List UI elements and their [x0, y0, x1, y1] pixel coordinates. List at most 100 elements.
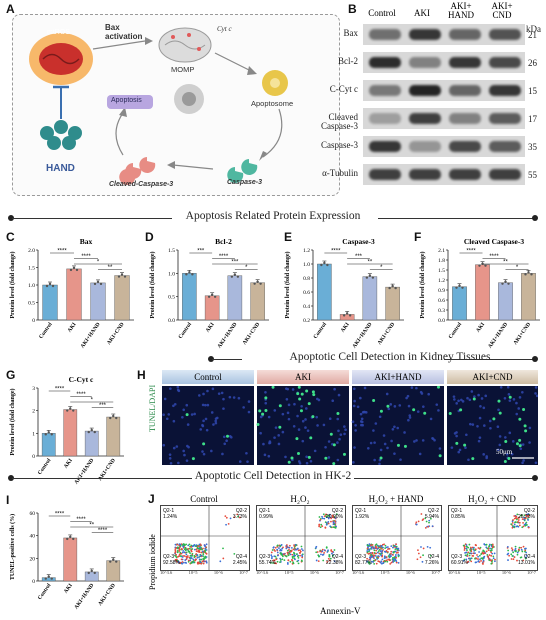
wb-label-5: α-Tubulin: [322, 168, 358, 178]
chart-e-caspase3: Caspase-3 Protein level (fold change) 0.2 0…: [284, 237, 404, 349]
flow-event: [327, 557, 330, 560]
flow-event: [292, 548, 295, 551]
flow-title-3: H₂O₂ + CND: [468, 494, 516, 504]
flow-event: [321, 515, 323, 518]
flow-event: [492, 557, 495, 560]
flow-event: [319, 518, 322, 521]
momp-label: MOMP: [171, 65, 195, 74]
flow-event: [276, 548, 279, 551]
dapi-nucleus: [469, 422, 472, 426]
flow-event: [463, 549, 466, 551]
dapi-nucleus: [186, 444, 189, 448]
flow-event: [331, 554, 334, 557]
tunel-positive-cell: [438, 454, 442, 458]
flow-event: [324, 526, 327, 529]
flow-event: [317, 560, 320, 563]
dapi-nucleus: [498, 443, 502, 447]
data-point: [117, 275, 121, 278]
x-tick-label: Control: [313, 321, 329, 340]
dapi-nucleus: [281, 430, 285, 434]
significance-label: ***: [231, 260, 239, 266]
flow-event: [225, 523, 227, 526]
tunel-positive-cell: [396, 443, 400, 447]
flow-event: [520, 546, 523, 549]
panel-label-b: B: [348, 2, 357, 16]
flow-event: [392, 561, 394, 563]
flow-event: [205, 543, 208, 546]
tunel-positive-cell: [379, 409, 383, 413]
wb-band: [409, 169, 441, 180]
dapi-nucleus: [217, 392, 221, 395]
flow-event: [392, 556, 394, 559]
flow-event: [523, 514, 526, 517]
dapi-nucleus: [264, 401, 268, 405]
x-tick-label: AKI+HAND: [487, 322, 509, 350]
flow-event: [377, 560, 380, 563]
flow-event: [219, 560, 222, 563]
flow-event: [380, 544, 383, 547]
flow-event: [477, 558, 479, 560]
flow-event: [204, 551, 207, 553]
flow-event: [524, 517, 527, 520]
flow-event: [417, 520, 420, 523]
x-tick-label: AKI: [340, 322, 351, 334]
flow-event: [422, 554, 424, 557]
flow-event: [276, 560, 279, 563]
dapi-nucleus: [461, 400, 465, 403]
flow-event: [182, 561, 185, 564]
flow-event: [394, 548, 397, 551]
flow-event: [180, 558, 183, 561]
flow-event: [273, 555, 276, 558]
flow-event: [299, 549, 301, 552]
dapi-nucleus: [510, 452, 514, 456]
flow-event: [480, 560, 482, 562]
flow-event: [465, 544, 468, 546]
dapi-nucleus: [369, 441, 373, 445]
dapi-nucleus: [291, 388, 295, 391]
tunel-positive-cell: [278, 425, 282, 429]
flow-event: [395, 561, 398, 564]
tunel-positive-cell: [448, 411, 452, 415]
tunel-positive-cell: [412, 408, 416, 412]
flow-event: [514, 521, 517, 523]
flow-event: [390, 550, 393, 553]
flow-event: [516, 513, 519, 516]
dapi-nucleus: [390, 439, 393, 443]
flow-event: [200, 551, 203, 554]
flow-event: [175, 560, 178, 563]
flow-event: [179, 562, 181, 565]
dapi-nucleus: [482, 453, 485, 456]
dapi-nucleus: [393, 425, 396, 429]
dapi-nucleus: [408, 416, 412, 419]
flow-event: [290, 549, 293, 552]
y-tick-label: 1.8: [438, 258, 445, 264]
flow-event: [180, 555, 182, 557]
tunel-positive-cell: [423, 411, 427, 415]
flow-event: [422, 547, 425, 550]
flow-event: [174, 551, 177, 554]
data-point: [342, 314, 346, 317]
dapi-nucleus: [359, 412, 363, 416]
dapi-nucleus: [228, 395, 232, 399]
y-tick-label: 2.1: [438, 248, 445, 254]
flow-event: [394, 550, 397, 553]
flow-event: [176, 546, 179, 549]
significance-label: ****: [98, 528, 108, 534]
dapi-nucleus: [457, 450, 461, 454]
flow-event: [270, 551, 273, 554]
dapi-nucleus: [336, 417, 340, 421]
dapi-nucleus: [204, 417, 208, 421]
dapi-nucleus: [496, 448, 500, 452]
tunel-positive-cell: [332, 462, 336, 465]
dapi-nucleus: [499, 386, 503, 389]
tunel-positive-cell: [307, 402, 311, 406]
dapi-nucleus: [396, 426, 399, 430]
dapi-nucleus: [433, 438, 436, 442]
dapi-nucleus: [267, 454, 271, 458]
flow-ylabel: Propidium iodide: [148, 534, 157, 590]
data-point: [326, 263, 329, 267]
bar-aki: [66, 268, 82, 321]
wb-band: [489, 85, 521, 96]
dapi-nucleus: [316, 424, 319, 427]
flow-event: [380, 560, 383, 563]
